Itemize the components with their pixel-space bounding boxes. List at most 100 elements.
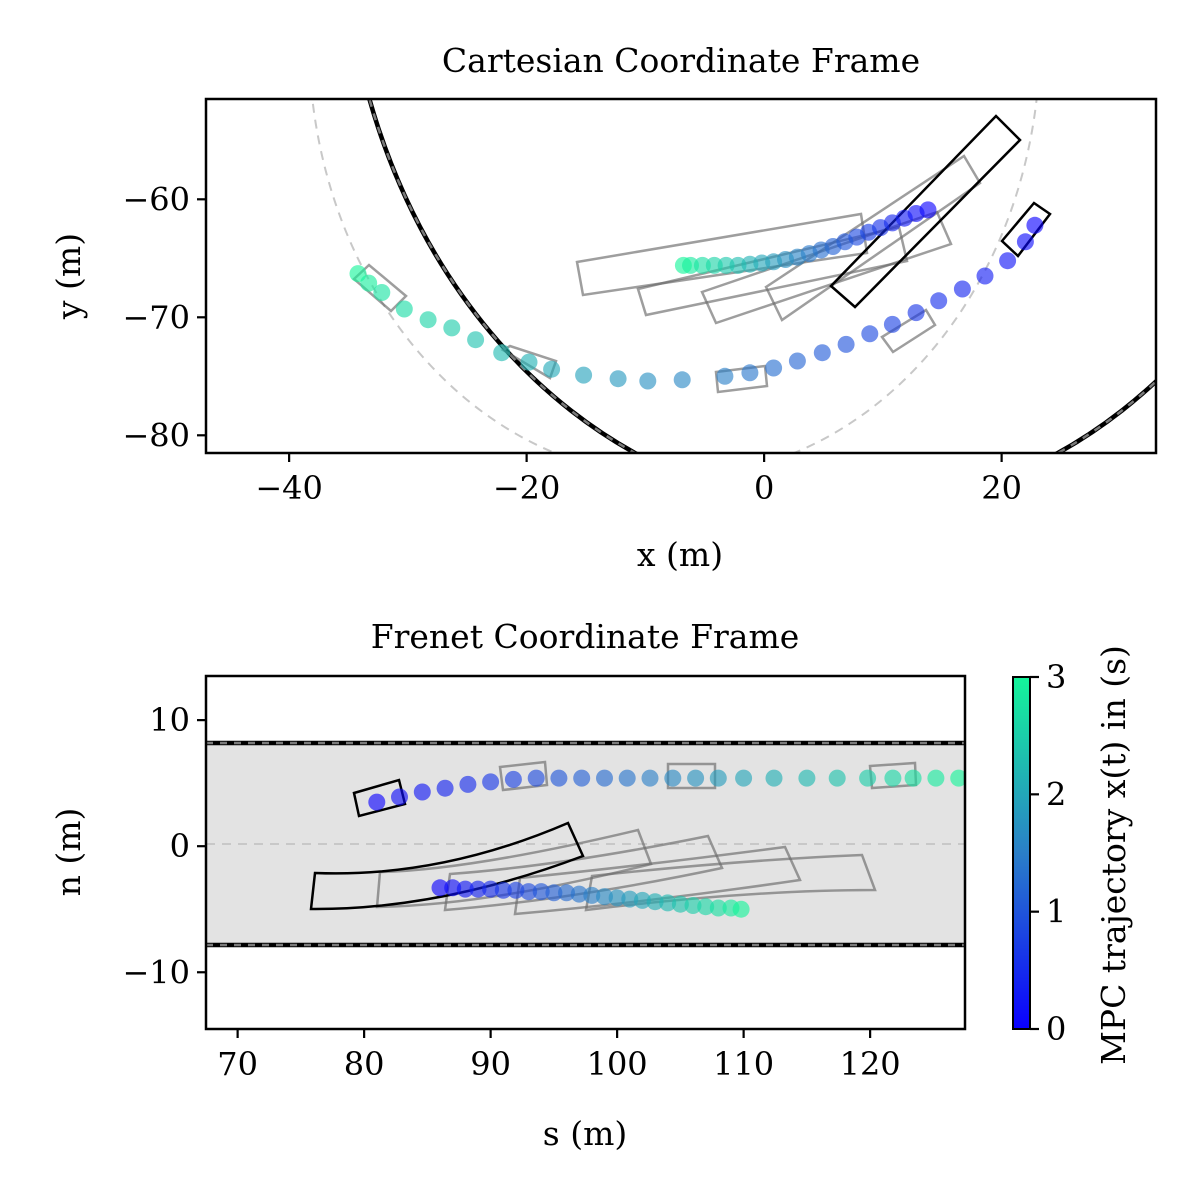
trajectory-point	[837, 335, 855, 353]
trajectory-point	[907, 304, 925, 322]
trajectory-point	[884, 769, 902, 787]
cartesian-x-ticks: −40 −20 0 20	[255, 453, 1022, 507]
trajectory-point	[543, 360, 561, 378]
trajectory-point	[1026, 216, 1044, 234]
colorbar: 0 1 2 3 MPC trajectory x(t) in (s)	[1012, 645, 1133, 1065]
trajectory-point	[684, 897, 702, 914]
frenet-panel: Frenet Coordinate Frame	[49, 617, 967, 1153]
trajectory-point	[674, 256, 692, 274]
trajectory-point	[493, 344, 511, 362]
trajectory-point	[798, 769, 816, 787]
trajectory-point	[927, 769, 945, 787]
trajectory-point	[395, 300, 413, 318]
trajectory-point	[527, 769, 545, 787]
trajectory-point	[482, 880, 500, 898]
trajectory-point	[1016, 233, 1034, 251]
trajectory-point	[697, 898, 715, 916]
trajectory-point	[469, 880, 487, 898]
trajectory-point	[532, 883, 550, 901]
colorbar-tick-label: 1	[1046, 893, 1066, 931]
frenet-axes-frame	[204, 674, 967, 1031]
trajectory-point	[861, 325, 879, 343]
trajectory-point	[467, 331, 485, 349]
trajectory-point	[950, 769, 965, 787]
trajectory-point	[373, 284, 391, 301]
trajectory-point	[459, 775, 477, 793]
trajectory-point	[664, 769, 682, 787]
x-tick-label: 90	[470, 1045, 511, 1083]
trajectory-point	[558, 884, 575, 902]
trajectory-point	[436, 779, 454, 797]
y-tick-label: 10	[149, 701, 190, 739]
y-tick-label: −10	[122, 953, 190, 991]
x-tick-label: 120	[840, 1045, 901, 1083]
y-tick-label: 0	[170, 827, 190, 865]
x-tick-label: 100	[587, 1045, 648, 1083]
ghost-vehicle-box	[513, 845, 802, 916]
trajectory-point	[953, 280, 971, 298]
cartesian-inner-boundary-dash	[368, 99, 1156, 453]
trajectory-point	[413, 783, 431, 801]
trajectory-point	[456, 880, 474, 898]
trajectory-point	[717, 256, 735, 274]
frenet-ego-boxes	[309, 778, 585, 911]
trajectory-point	[431, 879, 449, 897]
trajectory-point	[596, 769, 613, 787]
cartesian-axes-frame	[204, 97, 1158, 455]
trajectory-point	[596, 888, 613, 906]
trajectory-point	[583, 886, 601, 904]
trajectory-point	[520, 353, 538, 371]
x-tick-label: −40	[255, 469, 323, 507]
y-tick-label: −80	[122, 416, 190, 454]
ego-vehicle-box	[829, 114, 1022, 309]
cartesian-y-ticks: −60 −70 −80	[122, 180, 206, 454]
trajectory-point	[659, 894, 677, 912]
trajectory-point	[673, 371, 691, 389]
trajectory-point	[687, 769, 705, 787]
trajectory-point	[976, 267, 994, 285]
frenet-trajectory-points	[368, 769, 965, 918]
x-tick-label: 20	[981, 469, 1022, 507]
frenet-x-axis-label: s (m)	[543, 1114, 627, 1153]
frenet-x-ticks: 70 80 90 100 110 120	[217, 1029, 901, 1083]
trajectory-point	[735, 769, 753, 787]
y-tick-label: −60	[122, 180, 190, 218]
frenet-y-axis-label: n (m)	[49, 808, 88, 897]
trajectory-point	[570, 885, 588, 903]
trajectory-point	[639, 372, 657, 390]
ghost-vehicle-box	[764, 154, 982, 322]
trajectory-point	[368, 793, 386, 811]
ghost-vehicle-box	[575, 212, 869, 297]
trajectory-point	[550, 769, 568, 787]
trajectory-point	[999, 252, 1017, 270]
cartesian-centerline	[311, 99, 1038, 453]
x-tick-label: −20	[493, 469, 561, 507]
trajectory-point	[641, 769, 659, 787]
ego-vehicle-box	[309, 821, 585, 911]
trajectory-point	[904, 769, 922, 787]
trajectory-point	[618, 769, 636, 787]
colorbar-tick-label: 0	[1046, 1010, 1066, 1048]
colorbar-label: MPC trajectory x(t) in (s)	[1094, 645, 1133, 1065]
trajectory-point	[545, 884, 563, 902]
trajectory-point	[732, 900, 750, 918]
trajectory-point	[813, 344, 831, 362]
cartesian-x-axis-label: x (m)	[637, 535, 723, 574]
trajectory-point	[705, 256, 723, 274]
trajectory-point	[788, 352, 806, 370]
cartesian-title: Cartesian Coordinate Frame	[442, 41, 920, 80]
x-tick-label: 110	[713, 1045, 774, 1083]
trajectory-point	[482, 773, 500, 791]
trajectory-point	[765, 359, 783, 377]
trajectory-point	[575, 366, 593, 384]
trajectory-point	[419, 311, 437, 329]
colorbar-tick-label: 3	[1046, 658, 1066, 696]
obstacle-vehicle-box	[1000, 201, 1052, 258]
trajectory-point	[709, 899, 727, 917]
trajectory-point	[444, 879, 462, 897]
colorbar-tick-label: 2	[1046, 775, 1066, 813]
trajectory-point	[349, 265, 367, 283]
x-tick-label: 70	[217, 1045, 258, 1083]
trajectory-point	[741, 364, 759, 382]
trajectory-point	[646, 893, 664, 911]
